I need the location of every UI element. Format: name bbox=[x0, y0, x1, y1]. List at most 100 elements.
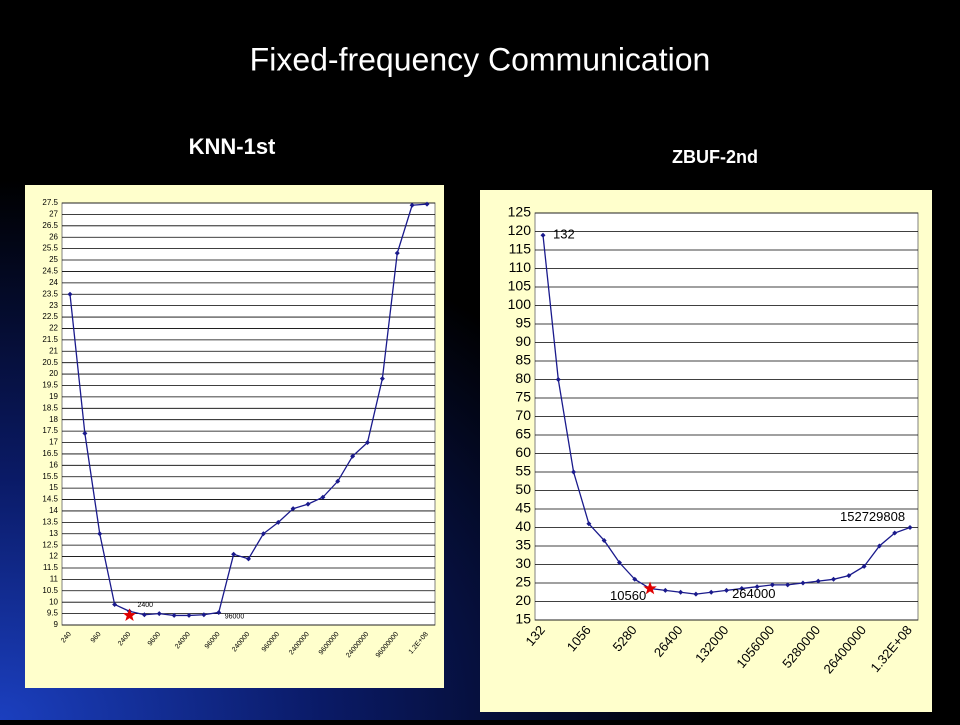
annotation: 96000 bbox=[225, 613, 245, 620]
y-tick-label: 18.5 bbox=[42, 403, 58, 412]
y-tick-label: 12 bbox=[49, 552, 58, 561]
y-tick-label: 11.5 bbox=[43, 563, 59, 572]
data-point bbox=[424, 201, 430, 207]
y-tick-label: 110 bbox=[509, 259, 532, 275]
data-point bbox=[540, 232, 546, 238]
y-tick-label: 24.5 bbox=[42, 267, 58, 276]
y-tick-label: 22.5 bbox=[42, 312, 58, 321]
y-tick-label: 65 bbox=[515, 426, 531, 442]
y-tick-label: 60 bbox=[515, 444, 531, 460]
y-tick-label: 85 bbox=[515, 352, 531, 368]
annotation: 264000 bbox=[732, 586, 775, 601]
y-tick-label: 15 bbox=[49, 483, 58, 492]
data-point bbox=[216, 609, 222, 615]
y-tick-label: 120 bbox=[508, 222, 532, 238]
y-tick-label: 13 bbox=[49, 529, 58, 538]
y-tick-label: 27 bbox=[49, 210, 58, 219]
data-point bbox=[831, 576, 837, 582]
data-point bbox=[739, 586, 745, 592]
chart-title: KNN-1st bbox=[189, 134, 276, 159]
annotation: 2400 bbox=[138, 602, 154, 609]
data-point bbox=[231, 551, 237, 557]
annotation: 10560 bbox=[610, 588, 646, 603]
annotation: 152729808 bbox=[840, 509, 905, 524]
y-tick-label: 16.5 bbox=[42, 449, 58, 458]
data-point bbox=[708, 589, 714, 595]
data-point bbox=[141, 612, 147, 618]
data-point bbox=[632, 576, 638, 582]
data-point bbox=[305, 501, 311, 507]
y-tick-label: 105 bbox=[508, 278, 532, 294]
data-point bbox=[201, 612, 207, 618]
y-tick-label: 23 bbox=[49, 301, 58, 310]
data-point bbox=[112, 601, 118, 607]
y-tick-label: 20 bbox=[49, 369, 58, 378]
y-tick-label: 14 bbox=[49, 506, 58, 515]
y-tick-label: 13.5 bbox=[42, 517, 58, 526]
data-point bbox=[586, 521, 592, 527]
y-tick-label: 21 bbox=[49, 346, 58, 355]
data-point bbox=[379, 376, 385, 382]
y-tick-label: 115 bbox=[509, 241, 532, 257]
y-tick-label: 14.5 bbox=[42, 495, 58, 504]
y-tick-label: 15.5 bbox=[42, 472, 58, 481]
data-point bbox=[335, 478, 341, 484]
data-point bbox=[171, 612, 177, 618]
data-point bbox=[769, 582, 775, 588]
y-tick-label: 100 bbox=[508, 296, 532, 312]
y-tick-label: 20.5 bbox=[42, 358, 58, 367]
y-tick-label: 50 bbox=[515, 481, 531, 497]
data-point bbox=[724, 587, 729, 593]
plot-area bbox=[61, 202, 436, 626]
data-point bbox=[800, 580, 806, 586]
y-tick-label: 25 bbox=[515, 574, 531, 590]
data-point bbox=[754, 584, 760, 590]
y-tick-label: 35 bbox=[515, 537, 531, 553]
y-tick-label: 12.5 bbox=[42, 540, 58, 549]
data-point bbox=[601, 537, 607, 543]
chart-title: ZBUF-2nd bbox=[672, 147, 758, 167]
y-tick-label: 18 bbox=[49, 415, 58, 424]
y-tick-label: 19 bbox=[49, 392, 58, 401]
data-point bbox=[785, 582, 791, 588]
data-point bbox=[350, 453, 356, 459]
data-point bbox=[394, 250, 400, 256]
y-tick-label: 10 bbox=[49, 597, 58, 606]
y-tick-label: 26.5 bbox=[42, 221, 58, 230]
y-tick-label: 10.5 bbox=[42, 586, 58, 595]
y-tick-label: 9 bbox=[54, 620, 59, 629]
y-tick-label: 40 bbox=[515, 518, 531, 534]
data-point bbox=[67, 291, 73, 297]
y-tick-label: 70 bbox=[515, 407, 531, 423]
y-tick-label: 55 bbox=[515, 463, 531, 479]
y-tick-label: 25 bbox=[49, 255, 58, 264]
data-point bbox=[260, 531, 266, 537]
data-point bbox=[246, 556, 251, 562]
y-tick-label: 16 bbox=[49, 460, 58, 469]
data-point bbox=[275, 519, 281, 525]
annotation: 132 bbox=[553, 227, 575, 242]
data-point bbox=[156, 611, 162, 617]
data-point bbox=[571, 469, 577, 475]
data-point bbox=[815, 578, 821, 584]
y-tick-label: 45 bbox=[515, 500, 531, 516]
y-tick-label: 24 bbox=[49, 278, 58, 287]
data-point bbox=[82, 430, 88, 436]
y-tick-label: 75 bbox=[515, 389, 531, 405]
y-tick-label: 19.5 bbox=[42, 381, 58, 390]
data-point bbox=[861, 563, 867, 569]
data-point bbox=[678, 589, 684, 595]
y-tick-label: 90 bbox=[515, 333, 531, 349]
y-tick-label: 22 bbox=[49, 324, 58, 333]
data-point bbox=[846, 573, 852, 579]
y-tick-label: 25.5 bbox=[42, 244, 58, 253]
data-point bbox=[365, 440, 370, 446]
data-point bbox=[555, 377, 561, 382]
y-tick-label: 17 bbox=[49, 438, 58, 447]
y-tick-label: 125 bbox=[508, 204, 532, 220]
y-tick-label: 26 bbox=[49, 232, 58, 241]
y-tick-label: 15 bbox=[515, 611, 531, 627]
data-point bbox=[907, 525, 913, 530]
data-point bbox=[892, 530, 898, 536]
